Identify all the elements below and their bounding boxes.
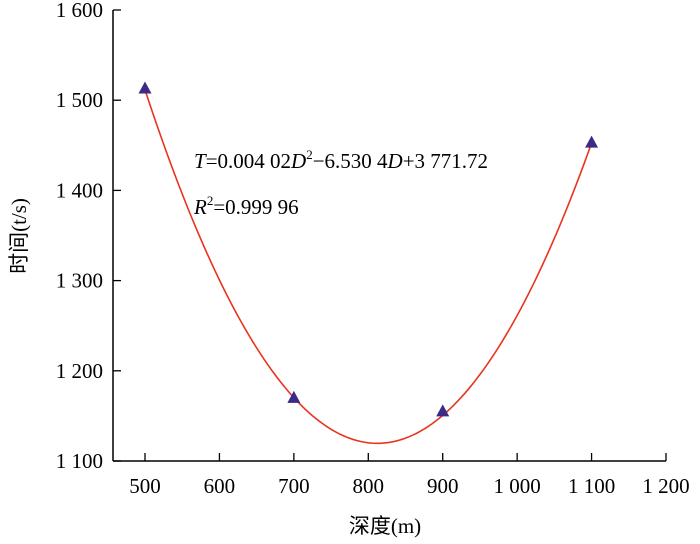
- r2-R: R: [193, 195, 207, 219]
- eq-D-2: D: [387, 149, 403, 173]
- data-point-marker: [138, 81, 152, 94]
- x-tick-label: 500: [129, 474, 161, 498]
- y-ticks: 1 100 1 200 1 300 1 400 1 500 1 600: [56, 0, 121, 473]
- axes: [112, 10, 666, 462]
- y-tick-label: 1 400: [56, 178, 103, 202]
- data-point-marker: [436, 404, 450, 417]
- eq-coef-2: −6.530 4: [313, 149, 388, 173]
- fit-equation: T=0.004 02D2−6.530 4D+3 771.72: [194, 147, 488, 173]
- y-tick-label: 1 100: [56, 449, 103, 473]
- x-tick-label: 1 000: [494, 474, 541, 498]
- eq-T: T: [194, 149, 207, 173]
- data-point-marker: [287, 390, 301, 403]
- eq-sup-1: 2: [306, 147, 313, 162]
- data-point-marker: [585, 135, 599, 148]
- eq-coef-3: +3 771.72: [403, 149, 488, 173]
- x-tick-label: 1 200: [642, 474, 689, 498]
- x-axis-title: 深度(m): [349, 514, 421, 538]
- r2-sup: 2: [207, 193, 214, 208]
- r-squared: R2=0.999 96: [193, 193, 299, 219]
- fit-curve: [144, 89, 593, 445]
- y-tick-label: 1 500: [56, 88, 103, 112]
- eq-D-1: D: [290, 149, 306, 173]
- y-tick-label: 1 600: [56, 0, 103, 22]
- x-tick-label: 600: [204, 474, 236, 498]
- eq-coef-1: =0.004 02: [206, 149, 291, 173]
- y-axis-title: 时间(t/s): [7, 198, 31, 274]
- x-tick-label: 1 100: [568, 474, 615, 498]
- x-tick-label: 800: [353, 474, 385, 498]
- r2-value: =0.999 96: [213, 195, 298, 219]
- y-tick-label: 1 200: [56, 359, 103, 383]
- x-tick-label: 900: [427, 474, 459, 498]
- x-tick-label: 700: [278, 474, 310, 498]
- data-points: [138, 81, 599, 417]
- y-tick-label: 1 300: [56, 269, 103, 293]
- x-ticks: 500 600 700 800 900 1 000 1 100 1 200: [129, 453, 690, 498]
